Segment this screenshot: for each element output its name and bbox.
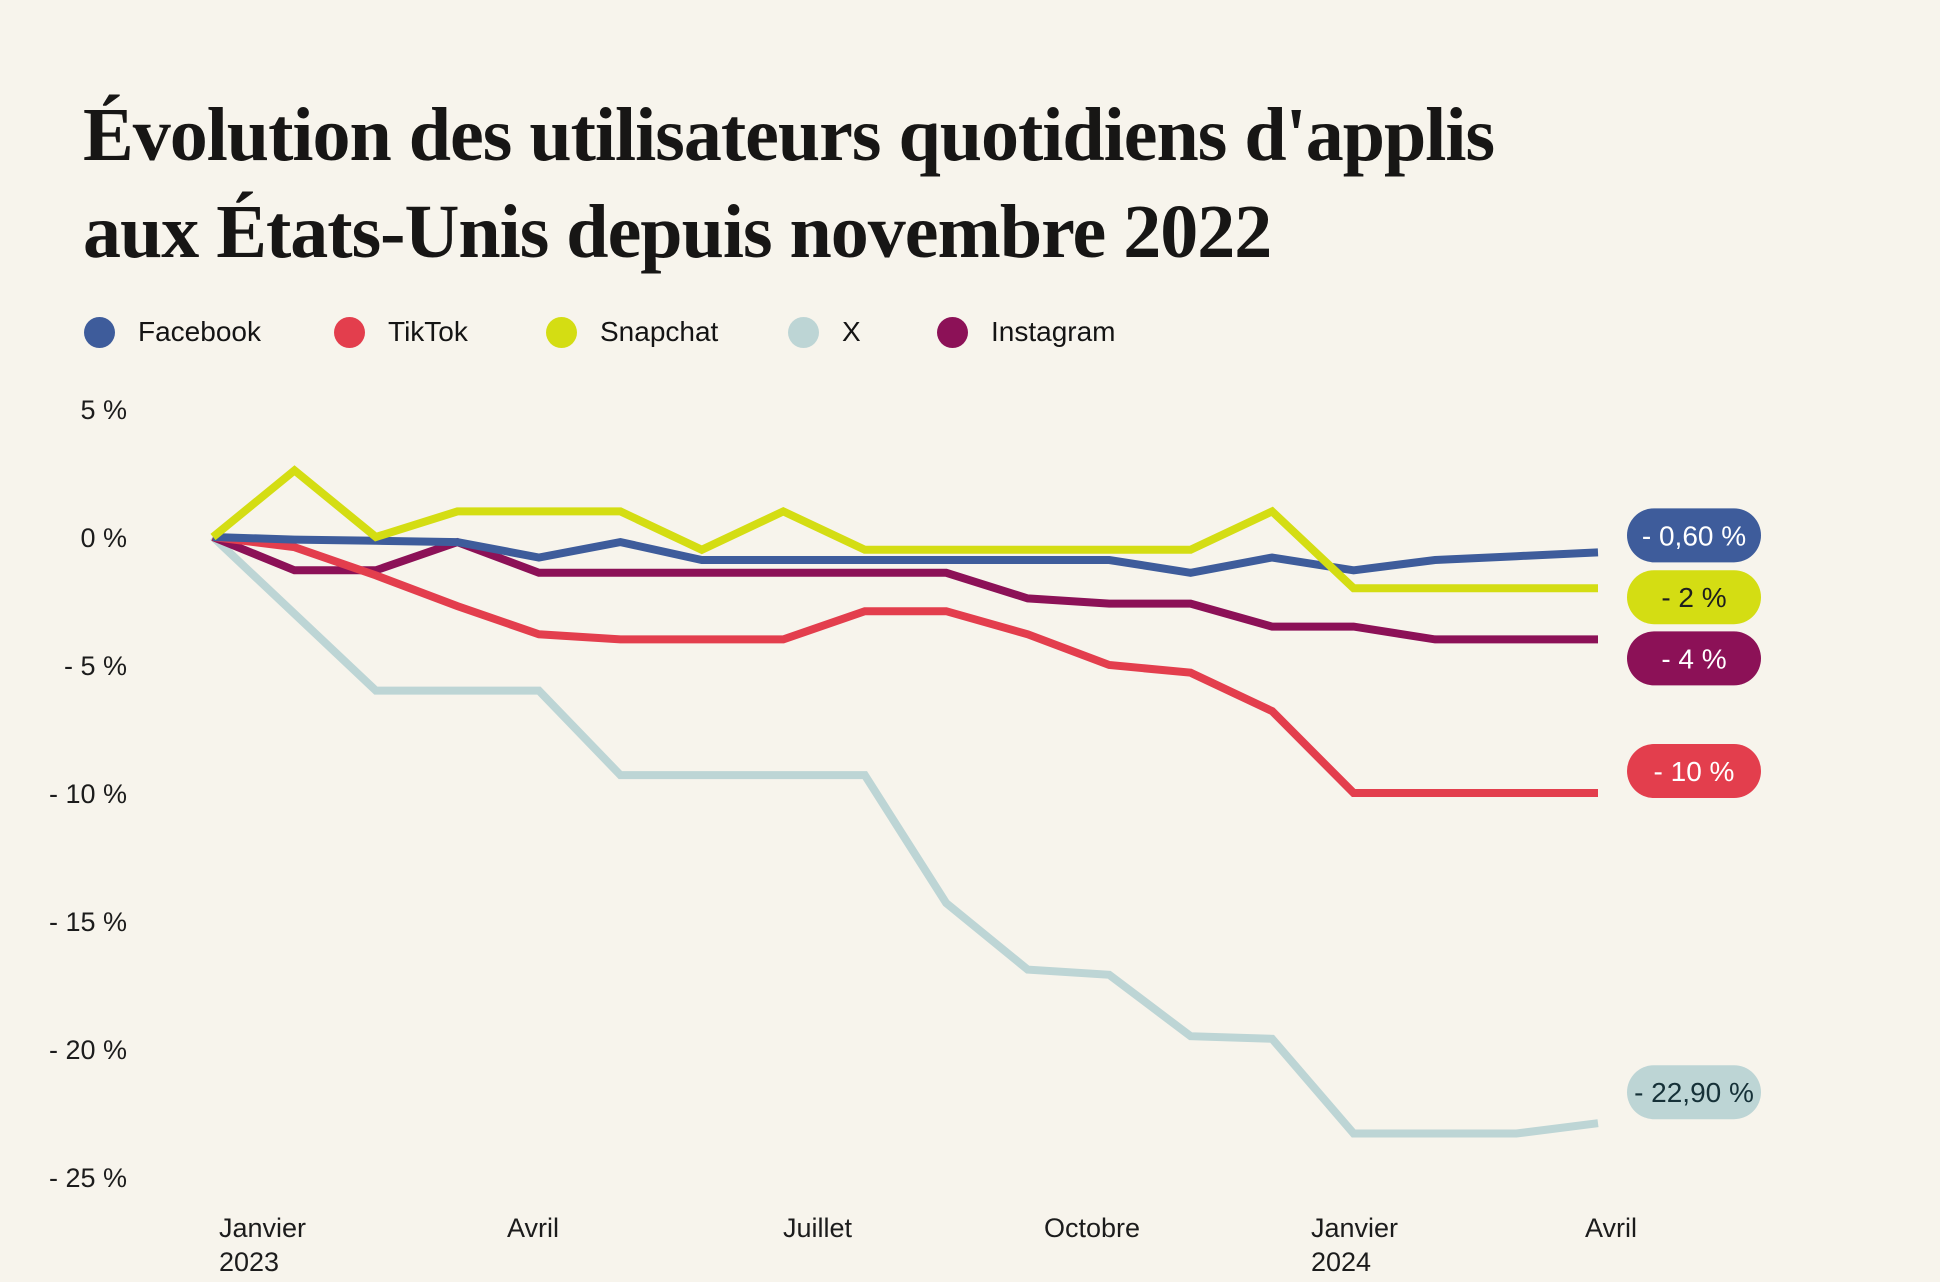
value-badge-x (1627, 1065, 1761, 1120)
y-axis-tick: - 5 % (64, 651, 127, 681)
chart-line-facebook (212, 533, 1599, 577)
value-badge-label-x: - 22,90 % (1634, 1077, 1754, 1108)
value-badge-snapchat (1627, 570, 1761, 625)
legend-label: Instagram (991, 316, 1116, 347)
legend-label: Snapchat (600, 316, 719, 347)
facebook-dot-icon (84, 316, 115, 348)
y-axis-tick: - 20 % (49, 1035, 127, 1065)
value-badge-instagram (1627, 631, 1761, 686)
chart-line-instagram (211, 533, 1598, 644)
legend-item-tiktok: TikTok (334, 315, 468, 349)
x-axis-tick: Juillet (783, 1213, 853, 1243)
legend: Facebook TikTok Snapchat X Instagram (0, 315, 1940, 351)
page-title-line1: Évolution des utilisateurs quotidiens d'… (83, 92, 1495, 177)
value-badge-label-instagram: - 4 % (1661, 643, 1726, 674)
x-axis-tick-year: 2024 (1311, 1247, 1371, 1277)
x-axis-tick-year: 2023 (219, 1247, 279, 1277)
value-badge-label-snapchat: - 2 % (1661, 582, 1726, 613)
legend-item-snapchat: Snapchat (546, 315, 718, 349)
y-axis-tick: - 25 % (49, 1163, 127, 1193)
value-badge-label-tiktok: - 10 % (1654, 756, 1735, 787)
page-title-line2: aux États-Unis depuis novembre 2022 (83, 190, 1272, 275)
x-axis-tick: Janvier (219, 1213, 306, 1243)
legend-item-x: X (788, 315, 861, 349)
x-axis-tick: Avril (1585, 1213, 1637, 1243)
legend-label: X (842, 316, 861, 347)
instagram-dot-icon (937, 316, 968, 348)
value-badge-tiktok (1627, 744, 1761, 798)
tiktok-dot-icon (334, 316, 365, 348)
legend-item-facebook: Facebook (84, 315, 261, 349)
x-axis-tick: Janvier (1311, 1213, 1398, 1243)
snapchat-dot-icon (546, 316, 577, 348)
x-axis-tick: Octobre (1044, 1213, 1140, 1243)
value-badge-label-facebook: - 0,60 % (1642, 520, 1746, 551)
x-axis-tick: Avril (507, 1213, 559, 1243)
chart-line-snapchat (210, 465, 1598, 593)
y-axis-tick: 0 % (80, 523, 127, 553)
chart-line-tiktok (212, 533, 1598, 797)
page-title: Évolution des utilisateurs quotidiens d'… (83, 87, 1823, 282)
legend-label: Facebook (138, 316, 261, 347)
y-axis-tick: - 10 % (49, 779, 127, 809)
legend-item-instagram: Instagram (937, 315, 1116, 349)
y-axis-tick: - 15 % (49, 907, 127, 937)
chart-line-x (210, 534, 1599, 1138)
y-axis-tick: 5 % (80, 395, 127, 425)
x-dot-icon (788, 316, 819, 348)
value-badge-facebook (1627, 508, 1761, 563)
legend-label: TikTok (388, 316, 468, 347)
